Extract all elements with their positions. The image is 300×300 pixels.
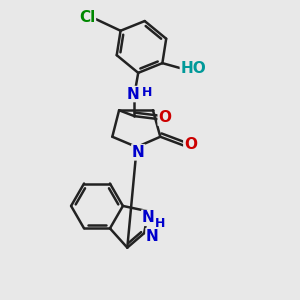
Text: Cl: Cl xyxy=(79,10,95,25)
Text: H: H xyxy=(142,86,152,99)
Text: N: N xyxy=(132,145,145,160)
Text: N: N xyxy=(142,210,155,225)
Text: N: N xyxy=(146,229,159,244)
Text: N: N xyxy=(127,87,139,102)
Text: H: H xyxy=(155,217,165,230)
Text: O: O xyxy=(158,110,171,125)
Text: HO: HO xyxy=(180,61,206,76)
Text: O: O xyxy=(184,136,197,152)
